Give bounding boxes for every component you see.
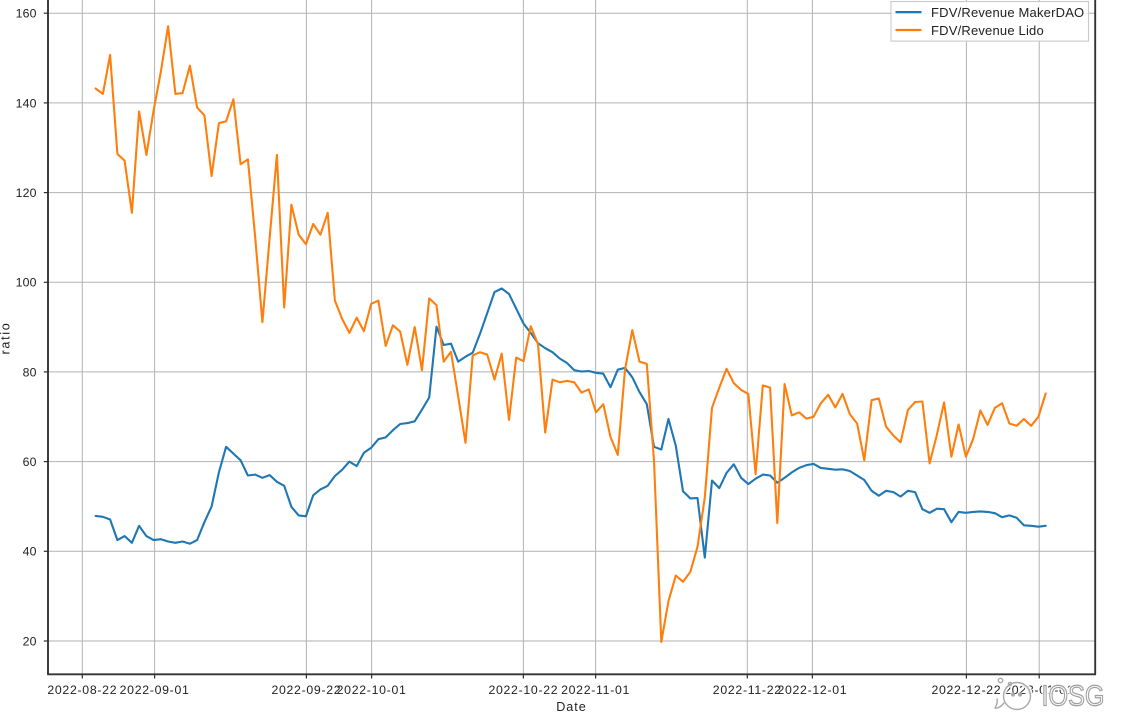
svg-text:60: 60: [23, 455, 37, 469]
svg-text:IOSG: IOSG: [1042, 681, 1105, 713]
svg-text:2022-09-22: 2022-09-22: [271, 683, 341, 697]
svg-text:IOSG: IOSG: [1042, 681, 1105, 713]
svg-text:2022-12-22: 2022-12-22: [931, 683, 1001, 697]
svg-text:2022-11-01: 2022-11-01: [561, 683, 630, 697]
svg-text:80: 80: [23, 365, 37, 379]
svg-text:40: 40: [23, 545, 37, 559]
svg-text:2022-10-01: 2022-10-01: [337, 683, 407, 697]
svg-text:2022-10-22: 2022-10-22: [488, 683, 558, 697]
svg-text:20: 20: [23, 634, 37, 648]
svg-text:FDV/Revenue Lido: FDV/Revenue Lido: [931, 23, 1044, 38]
svg-text:120: 120: [16, 186, 37, 200]
svg-text:160: 160: [16, 7, 37, 21]
svg-text:Date: Date: [556, 700, 587, 713]
svg-text:2022-09-01: 2022-09-01: [120, 683, 190, 697]
svg-text:2022-12-01: 2022-12-01: [777, 683, 847, 697]
svg-text:FDV/Revenue MakerDAO: FDV/Revenue MakerDAO: [931, 5, 1084, 20]
svg-text:140: 140: [16, 96, 37, 110]
svg-text:2022-11-22: 2022-11-22: [713, 683, 782, 697]
svg-text:100: 100: [16, 276, 37, 290]
svg-text:2022-08-22: 2022-08-22: [47, 683, 117, 697]
svg-text:ratio: ratio: [0, 322, 13, 355]
